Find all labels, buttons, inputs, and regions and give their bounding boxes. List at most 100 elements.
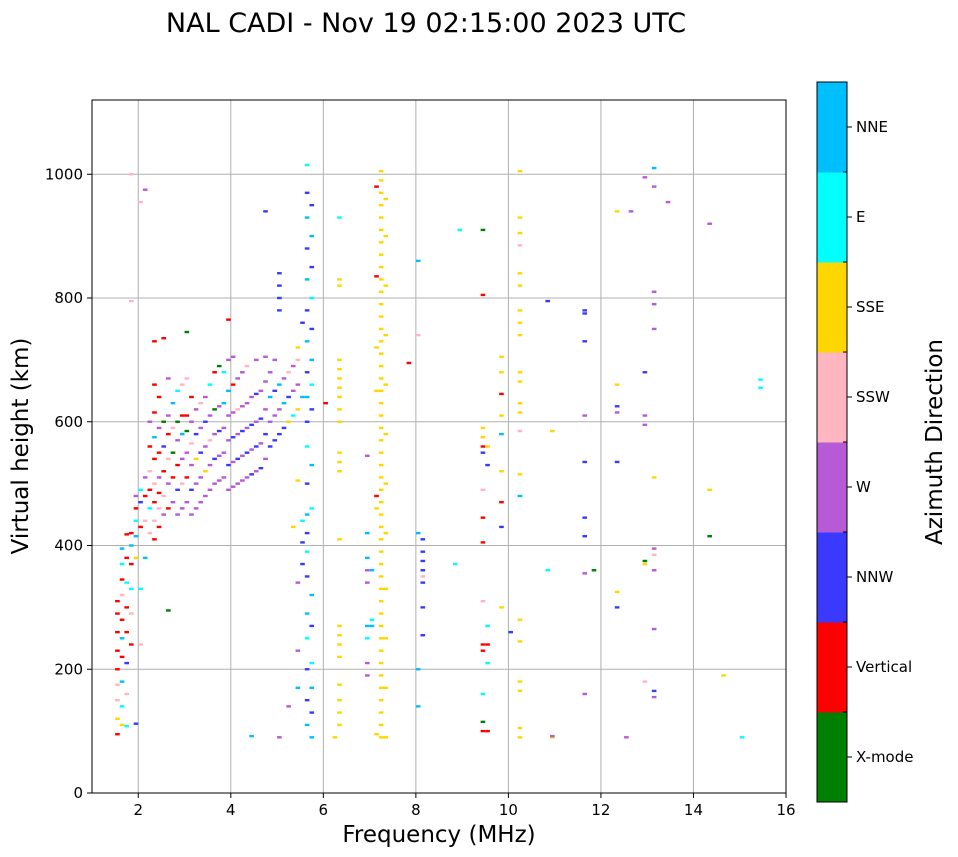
data-point-w <box>295 383 301 386</box>
data-point-ssw <box>517 244 523 247</box>
data-point-vertical <box>115 599 120 603</box>
data-point-vertical <box>129 531 134 535</box>
data-point-ssw <box>295 358 301 362</box>
data-point-nne <box>364 624 370 628</box>
data-point-nnw <box>230 436 236 439</box>
data-point-sse <box>378 327 384 331</box>
data-point-nnw <box>304 420 310 423</box>
data-point-w <box>364 661 370 665</box>
data-point-nnw <box>300 541 305 544</box>
data-point-sse <box>378 686 384 690</box>
data-point-sse <box>383 736 389 739</box>
colorbar-label-item: W <box>856 478 871 496</box>
data-point-w <box>651 627 657 631</box>
data-point-ssw <box>415 333 421 337</box>
data-point-w <box>189 463 194 467</box>
data-point-nnw <box>300 562 305 566</box>
data-point-sse <box>480 436 486 439</box>
data-point-ssw <box>142 519 148 522</box>
data-point-sse <box>517 169 523 173</box>
data-point-w <box>212 432 217 436</box>
data-point-vertical <box>119 655 125 659</box>
data-point-ssw <box>179 383 185 386</box>
data-point-sse <box>383 686 389 690</box>
data-point-ssw <box>198 401 204 405</box>
data-point-vertical <box>480 643 486 646</box>
data-point-e <box>221 371 227 374</box>
data-point-sse <box>378 624 384 628</box>
data-point-w <box>189 513 194 516</box>
data-point-w <box>203 445 208 448</box>
colorbar-swatch <box>817 442 847 533</box>
data-point-vertical <box>189 395 194 399</box>
data-point-vertical <box>406 361 412 365</box>
data-point-e <box>119 705 125 708</box>
data-point-sse <box>378 451 384 454</box>
y-tick-label: 0 <box>73 784 83 802</box>
data-point-sse <box>383 587 389 591</box>
colorbar-swatch <box>817 82 847 173</box>
data-point-vertical <box>161 337 167 340</box>
x-axis-label: Frequency (MHz) <box>342 822 535 848</box>
colorbar-label-item: NNW <box>856 568 893 586</box>
data-point-w <box>179 457 185 461</box>
data-point-sse <box>295 346 301 349</box>
data-point-w <box>230 460 236 464</box>
data-point-vertical <box>156 491 162 495</box>
data-point-w <box>193 507 199 510</box>
data-point-ssw <box>129 612 134 615</box>
data-point-nnw <box>133 722 139 725</box>
data-point-x-mode <box>170 451 176 454</box>
data-point-e <box>175 389 180 393</box>
data-point-w <box>216 454 222 457</box>
data-point-nnw <box>258 466 264 470</box>
data-point-nne <box>119 637 125 640</box>
data-point-nne <box>309 593 315 597</box>
data-point-w <box>221 476 227 479</box>
data-point-w <box>240 371 245 374</box>
data-point-nne <box>304 513 310 516</box>
data-point-nnw <box>304 191 310 195</box>
data-point-sse <box>517 216 523 219</box>
data-point-nne <box>249 734 254 738</box>
data-point-ssw <box>166 457 171 461</box>
data-point-sse <box>517 333 523 337</box>
data-point-nne <box>179 432 185 436</box>
data-point-nnw <box>249 473 254 476</box>
data-point-e <box>758 378 763 381</box>
data-point-sse <box>378 241 384 244</box>
y-tick-label: 1000 <box>45 165 83 183</box>
data-point-nnw <box>582 312 588 315</box>
data-point-w <box>235 377 241 380</box>
data-point-w <box>272 414 278 417</box>
data-point-w <box>207 488 213 492</box>
data-point-vertical <box>499 392 504 396</box>
data-point-w <box>166 377 171 380</box>
data-point-w <box>651 695 657 699</box>
data-point-nne <box>277 383 282 386</box>
data-point-nnw <box>582 535 588 538</box>
data-point-nne <box>651 166 657 170</box>
data-point-nnw <box>235 457 241 461</box>
data-point-nnw <box>138 500 143 504</box>
data-point-sse <box>378 302 384 306</box>
data-point-w <box>614 411 620 414</box>
data-point-sse <box>517 680 523 683</box>
data-point-vertical <box>226 318 231 321</box>
x-tick-label: 14 <box>684 801 703 819</box>
data-point-sse <box>337 284 342 287</box>
data-point-sse <box>378 711 384 714</box>
colorbar-swatch <box>817 172 847 263</box>
data-point-w <box>221 426 227 430</box>
data-point-sse <box>378 637 384 640</box>
data-point-w <box>216 405 222 408</box>
data-point-nnw <box>309 327 315 331</box>
data-point-e <box>309 661 315 665</box>
data-point-nne <box>133 535 139 538</box>
data-point-sse <box>378 401 384 405</box>
data-point-sse <box>378 661 384 665</box>
data-point-sse <box>337 386 342 389</box>
data-point-vertical <box>152 383 157 386</box>
data-point-nnw <box>582 340 588 343</box>
x-tick-label: 6 <box>319 801 329 819</box>
